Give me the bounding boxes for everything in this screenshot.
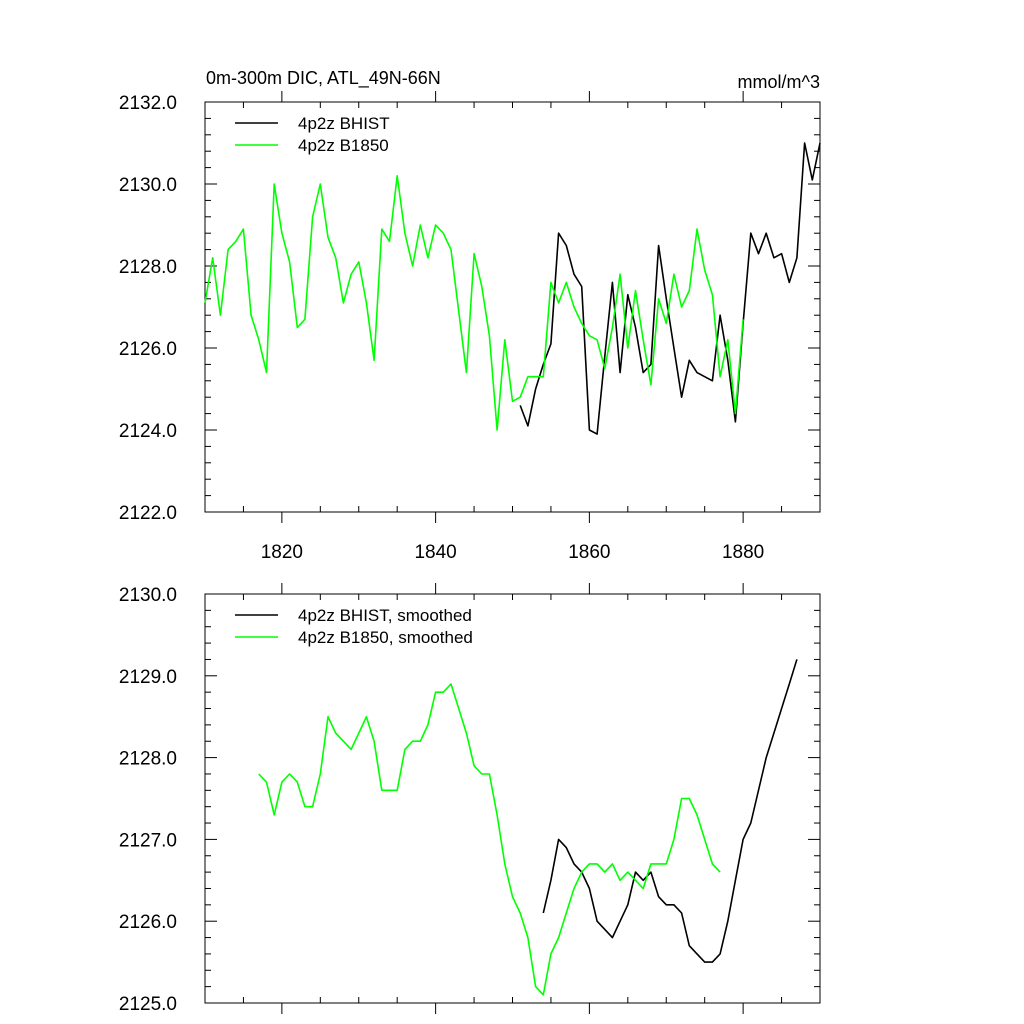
top-series-line-1 — [519, 142, 821, 435]
bottom-series-line-2 — [258, 683, 721, 996]
bottom-plot-frame — [204, 593, 821, 1004]
legend-label: 4p2z BHIST — [298, 114, 390, 133]
bottom-panel: 2125.0 2126.0 2127.0 2128.0 2129.0 2130.0 4p2z… — [119, 583, 821, 1015]
x-tick-label: 1820 — [261, 542, 303, 563]
top-series-line-2 — [204, 175, 744, 431]
bottom-series-line-1 — [542, 659, 798, 963]
chart-title: 0m-300m DIC, ATL_49N-66N — [206, 68, 441, 89]
y-tick-label: 2126.0 — [119, 339, 177, 360]
legend-label: 4p2z BHIST, smoothed — [298, 606, 472, 625]
y-tick-label: 2125.0 — [119, 994, 177, 1015]
y-tick-label: 2132.0 — [119, 93, 177, 114]
y-tick-label: 2124.0 — [119, 421, 177, 442]
x-tick-label: 1860 — [568, 542, 610, 563]
y-tick-label: 2130.0 — [119, 175, 177, 196]
units-label: mmol/m^3 — [738, 72, 820, 92]
y-tick-label: 2127.0 — [119, 830, 177, 851]
x-tick-label: 1840 — [414, 542, 456, 563]
y-tick-label: 2129.0 — [119, 667, 177, 688]
y-tick-label: 2128.0 — [119, 257, 177, 278]
y-tick-label: 2130.0 — [119, 585, 177, 606]
y-tick-label: 2126.0 — [119, 912, 177, 933]
legend-label: 4p2z B1850, smoothed — [298, 628, 473, 647]
top-panel: 1820 1840 1860 1880 2122.0 2124.0 2126.0 2128.0… — [119, 91, 821, 563]
top-plot-frame — [204, 101, 821, 513]
y-tick-label: 2128.0 — [119, 749, 177, 770]
legend-label: 4p2z B1850 — [298, 136, 389, 155]
y-tick-label: 2122.0 — [119, 503, 177, 524]
x-tick-label: 1880 — [722, 542, 764, 563]
